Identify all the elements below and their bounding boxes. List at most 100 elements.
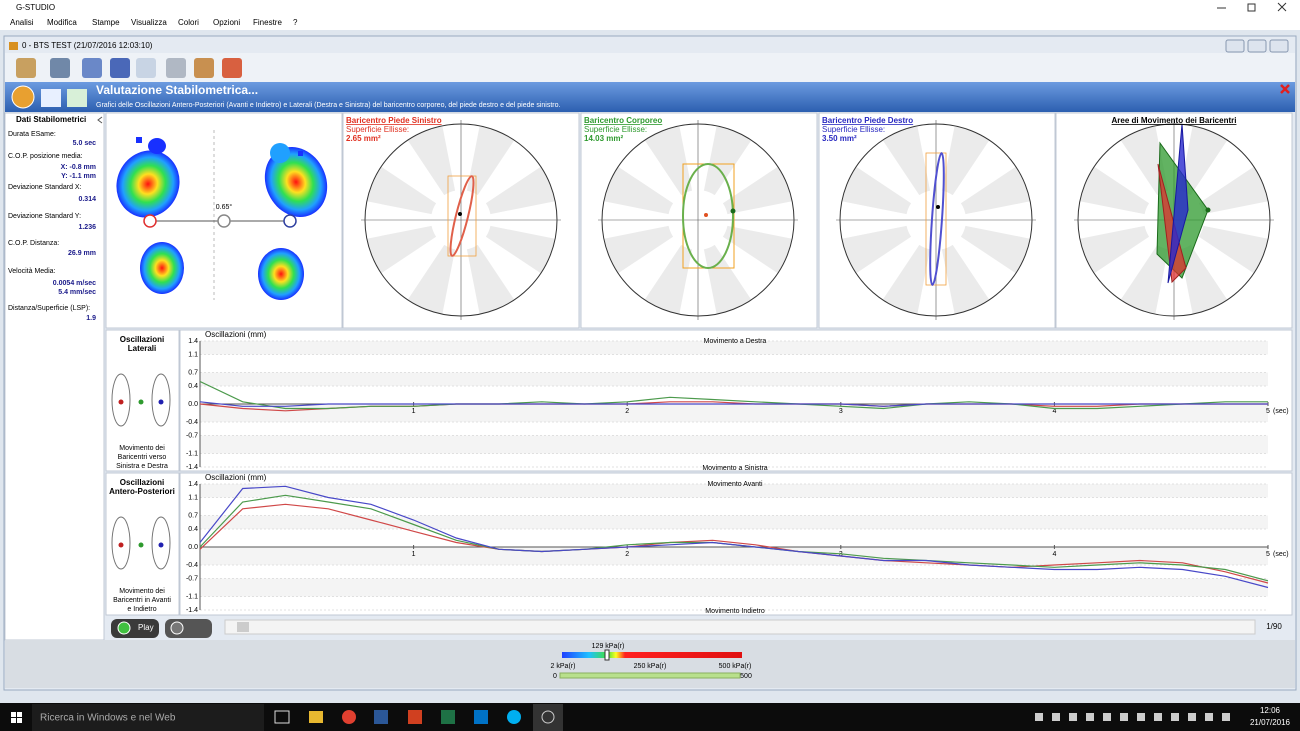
- y-tick-label: -0.4: [186, 562, 198, 569]
- range-slider[interactable]: [559, 672, 741, 679]
- header-icon[interactable]: [41, 89, 61, 107]
- annotation: Movimento Indietro: [705, 608, 765, 615]
- window-controls[interactable]: [1217, 2, 1287, 12]
- y-tick-label: 0.7: [188, 369, 198, 376]
- polar-sector: [1120, 244, 1169, 315]
- panel-caption: Sinistra e Destra: [116, 463, 168, 470]
- panel-title: Antero-Posteriori: [109, 487, 175, 496]
- close-button[interactable]: [1280, 84, 1290, 94]
- polar-sector: [703, 244, 752, 315]
- polar-label: Superficie Ellisse:: [584, 125, 647, 134]
- color-scale: [562, 652, 742, 658]
- stat-value: Y: -1.1 mm: [61, 173, 96, 180]
- grid-band: [200, 547, 1268, 565]
- polar-sector: [466, 244, 515, 315]
- stat-value: 26.9 mm: [68, 250, 96, 257]
- stat-value: 1.236: [78, 224, 96, 231]
- panel-caption: Baricentri in Avanti: [113, 597, 171, 604]
- polar-panel: [580, 112, 818, 329]
- y-tick-label: 0.7: [188, 512, 198, 519]
- document-controls[interactable]: [1225, 39, 1289, 53]
- grid-band: [200, 435, 1268, 454]
- scale-label: 500 kPa(r): [719, 663, 752, 670]
- status-area: [5, 640, 1295, 688]
- clock-time: 12:06: [1260, 706, 1281, 715]
- y-tick-label: 0.4: [188, 383, 198, 390]
- polar-sector: [841, 166, 912, 215]
- polar-sector: [1198, 166, 1269, 215]
- polar-sector: [485, 225, 556, 274]
- y-tick-label: 1.4: [188, 338, 198, 345]
- panel-title: Oscillazioni: [120, 478, 164, 487]
- document-title: 0 - BTS TEST (21/07/2016 12:03:10): [22, 41, 153, 50]
- polar-sector: [941, 244, 990, 315]
- scale-label: 2 kPa(r): [551, 663, 576, 670]
- x-tick-label: 1: [412, 408, 416, 415]
- polar-sector: [603, 166, 674, 215]
- panel-title: Laterali: [128, 344, 156, 353]
- header-icon[interactable]: [11, 85, 35, 109]
- y-axis-label: Oscillazioni (mm): [205, 473, 267, 482]
- feet-markers: [118, 399, 164, 548]
- search-box[interactable]: [32, 704, 264, 731]
- x-tick-label: 2: [625, 551, 629, 558]
- polar-value: 3.50 mm²: [822, 134, 857, 143]
- cop-body: [217, 214, 231, 228]
- polar-sector: [1079, 225, 1150, 274]
- polar-sector: [722, 225, 793, 274]
- toolbar-buttons[interactable]: [16, 58, 242, 78]
- x-tick-label: 4: [1052, 551, 1056, 558]
- y-tick-label: -1.4: [186, 464, 198, 471]
- collapse-button[interactable]: [97, 116, 103, 124]
- y-tick-label: 1.1: [188, 494, 198, 501]
- polar-title: Aree di Movimento dei Baricentri: [1112, 116, 1237, 125]
- grid-band: [200, 372, 1268, 386]
- panel-caption: e Indietro: [127, 606, 156, 613]
- slider-max: 500: [740, 673, 752, 680]
- polar-sector: [841, 225, 912, 274]
- menu-item[interactable]: Visualizza: [131, 18, 167, 27]
- y-tick-label: 0.0: [188, 401, 198, 408]
- side-panel-title: Dati Stabilometrici: [16, 115, 86, 124]
- menu-item[interactable]: Stampe: [92, 18, 120, 27]
- annotation: Movimento a Destra: [704, 338, 767, 345]
- header-icon[interactable]: [67, 89, 87, 107]
- menu-item[interactable]: Modifica: [47, 18, 77, 27]
- toolbar: [5, 53, 1295, 82]
- scrollbar[interactable]: [224, 619, 1256, 635]
- scroll-thumb[interactable]: [237, 622, 249, 632]
- menu-item[interactable]: ?: [293, 18, 298, 27]
- polar-panel: [818, 112, 1056, 329]
- menu-item[interactable]: Finestre: [253, 18, 282, 27]
- window-title: G-STUDIO: [16, 3, 55, 12]
- stat-label: C.O.P. posizione media:: [8, 153, 83, 160]
- menu-item[interactable]: Opzioni: [213, 18, 240, 27]
- grid-band: [200, 484, 1268, 498]
- grid-band: [200, 515, 1268, 529]
- y-tick-label: -1.1: [186, 450, 198, 457]
- annotation: Movimento a Sinistra: [702, 465, 767, 472]
- polar-sector: [1120, 125, 1169, 196]
- search-placeholder[interactable]: Ricerca in Windows e nel Web: [40, 713, 176, 724]
- ellipse-left: [447, 175, 477, 257]
- start-button[interactable]: [11, 712, 22, 723]
- y-tick-label: -0.7: [186, 575, 198, 582]
- polar-sector: [644, 125, 693, 196]
- tray-icons[interactable]: [1035, 713, 1230, 721]
- menu-bar: [0, 16, 1300, 30]
- taskbar-apps[interactable]: [274, 704, 563, 731]
- stat-value: 1.9: [86, 315, 96, 322]
- stat-value: 5.0 sec: [73, 140, 96, 147]
- polar-sector: [366, 225, 437, 274]
- scale-marker[interactable]: [604, 649, 610, 661]
- polar-sector: [485, 166, 556, 215]
- header: [5, 82, 1295, 112]
- stat-label: Durata ESame:: [8, 131, 56, 138]
- menu-item[interactable]: Analisi: [10, 18, 34, 27]
- stat-value: X: -0.8 mm: [61, 164, 96, 171]
- menu-item[interactable]: Colori: [178, 18, 199, 27]
- clock-date: 21/07/2016: [1250, 718, 1291, 727]
- document-icon: [9, 42, 18, 50]
- play-label[interactable]: Play: [138, 623, 154, 632]
- cop-left: [143, 214, 157, 228]
